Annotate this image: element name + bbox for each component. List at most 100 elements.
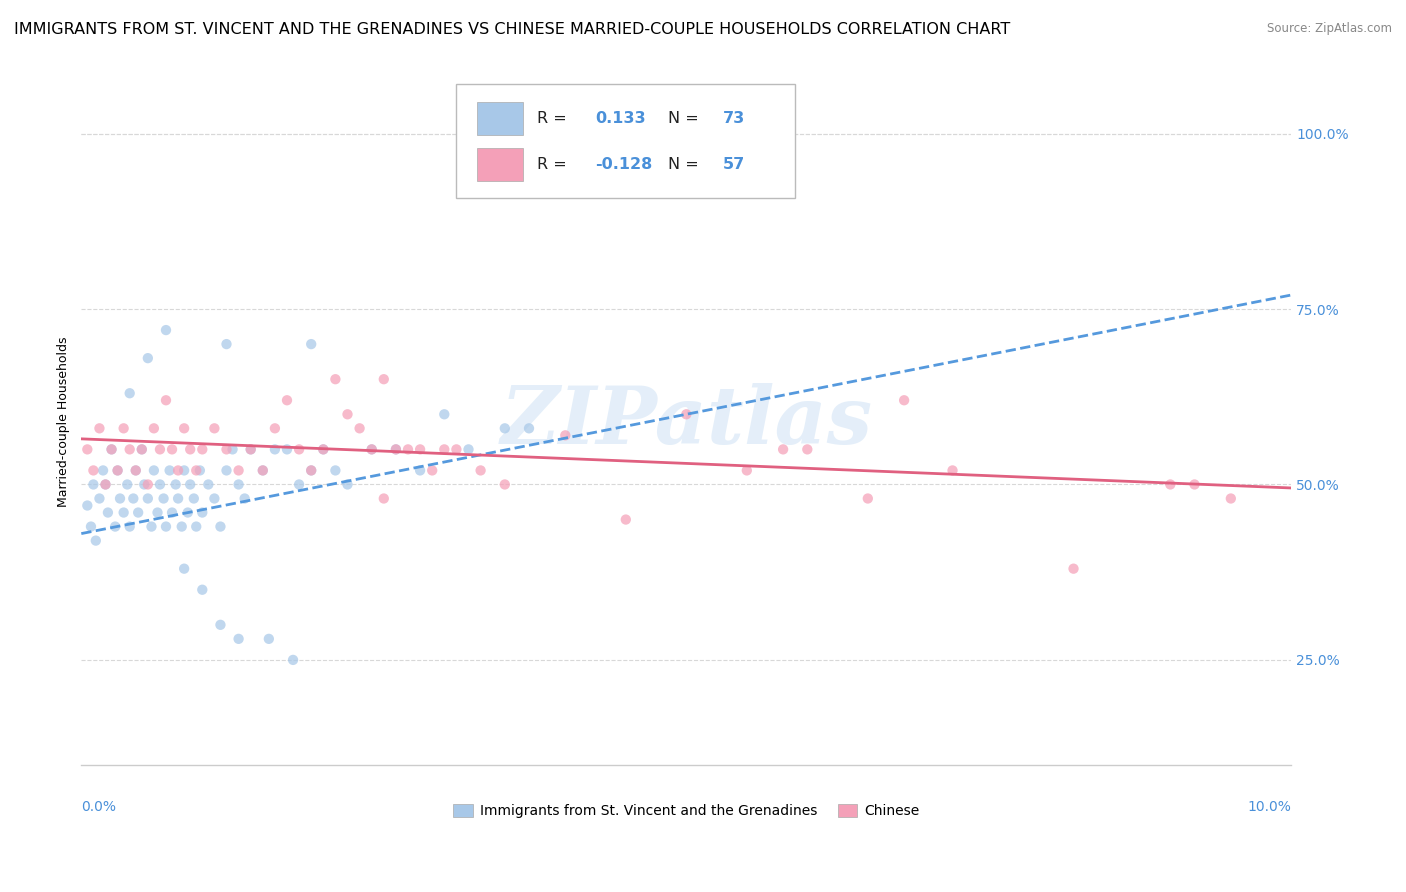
Point: [360, 442, 382, 457]
Point: [893, 393, 915, 408]
Point: [107, 463, 129, 477]
FancyBboxPatch shape: [457, 85, 796, 198]
Point: [136, 351, 159, 366]
Point: [179, 442, 201, 457]
Point: [112, 506, 135, 520]
Point: [517, 421, 540, 435]
Point: [94, 477, 117, 491]
Point: [796, 442, 818, 457]
Point: [239, 442, 262, 457]
Point: [856, 491, 879, 506]
Point: [118, 386, 141, 401]
Point: [772, 442, 794, 457]
Point: [131, 442, 153, 457]
Point: [173, 463, 195, 477]
Text: 0.0%: 0.0%: [82, 799, 117, 814]
Point: [396, 442, 419, 457]
Point: [288, 477, 311, 491]
Point: [76, 442, 98, 457]
Point: [97, 506, 120, 520]
Point: [155, 519, 177, 533]
Point: [264, 421, 287, 435]
Point: [239, 442, 262, 457]
Point: [141, 519, 163, 533]
Point: [91, 463, 114, 477]
Point: [142, 463, 165, 477]
Point: [446, 442, 468, 457]
Point: [186, 463, 208, 477]
Point: [177, 506, 200, 520]
Point: [675, 407, 697, 421]
Text: R =: R =: [537, 111, 572, 126]
Point: [470, 463, 492, 477]
Point: [373, 491, 395, 506]
Point: [183, 491, 205, 506]
Text: 57: 57: [723, 157, 745, 171]
Point: [191, 442, 214, 457]
Point: [118, 442, 141, 457]
Bar: [477, 147, 523, 180]
Point: [112, 421, 135, 435]
Point: [349, 421, 371, 435]
Point: [152, 491, 174, 506]
Point: [149, 442, 172, 457]
Point: [191, 582, 214, 597]
Point: [325, 372, 347, 386]
Legend: Immigrants from St. Vincent and the Grenadines, Chinese: Immigrants from St. Vincent and the Gren…: [447, 798, 925, 823]
Point: [288, 442, 311, 457]
Point: [494, 421, 516, 435]
Point: [299, 463, 322, 477]
Point: [385, 442, 408, 457]
Text: ZIPatlas: ZIPatlas: [501, 383, 872, 460]
Point: [312, 442, 335, 457]
Point: [82, 477, 104, 491]
Text: N =: N =: [668, 157, 704, 171]
Point: [1063, 562, 1085, 576]
Point: [82, 463, 104, 477]
Point: [360, 442, 382, 457]
Point: [108, 491, 131, 506]
Point: [228, 463, 250, 477]
Point: [735, 463, 758, 477]
Point: [494, 477, 516, 491]
Point: [554, 428, 576, 442]
Point: [312, 442, 335, 457]
Point: [228, 632, 250, 646]
Point: [215, 442, 238, 457]
Text: IMMIGRANTS FROM ST. VINCENT AND THE GRENADINES VS CHINESE MARRIED-COUPLE HOUSEHO: IMMIGRANTS FROM ST. VINCENT AND THE GREN…: [14, 22, 1011, 37]
Point: [142, 421, 165, 435]
Point: [94, 477, 117, 491]
Point: [409, 463, 432, 477]
Point: [257, 632, 280, 646]
Point: [100, 442, 122, 457]
Point: [136, 477, 159, 491]
Point: [209, 617, 232, 632]
Point: [228, 477, 250, 491]
Point: [252, 463, 274, 477]
Point: [252, 463, 274, 477]
Point: [127, 506, 149, 520]
Point: [941, 463, 963, 477]
Point: [165, 477, 187, 491]
Point: [299, 337, 322, 351]
Text: Source: ZipAtlas.com: Source: ZipAtlas.com: [1267, 22, 1392, 36]
Point: [1219, 491, 1241, 506]
Text: N =: N =: [668, 111, 704, 126]
Point: [385, 442, 408, 457]
Point: [80, 519, 103, 533]
Point: [160, 442, 183, 457]
Point: [299, 463, 322, 477]
Point: [117, 477, 139, 491]
Point: [167, 491, 190, 506]
Point: [433, 407, 456, 421]
Point: [197, 477, 219, 491]
Point: [170, 519, 193, 533]
Point: [84, 533, 107, 548]
Point: [373, 372, 395, 386]
Bar: [477, 102, 523, 135]
Point: [100, 442, 122, 457]
Point: [136, 491, 159, 506]
Point: [1159, 477, 1181, 491]
Point: [173, 421, 195, 435]
Point: [433, 442, 456, 457]
